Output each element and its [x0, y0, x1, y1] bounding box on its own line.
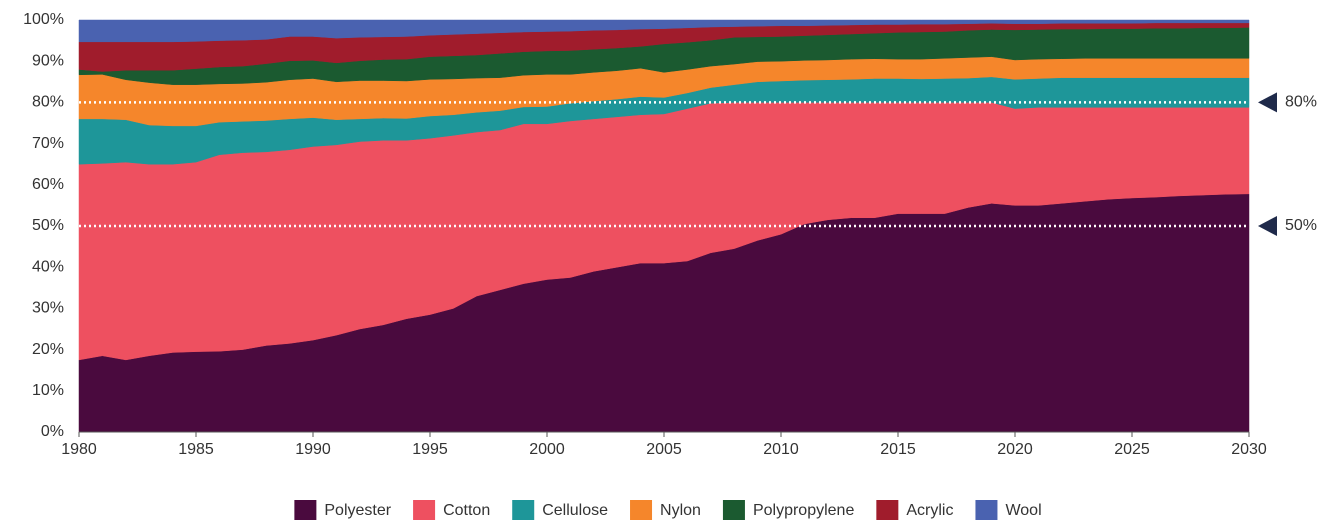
reference-marker: [1258, 92, 1277, 113]
legend-label: Polyester: [324, 502, 391, 519]
legend-swatch: [294, 500, 317, 520]
legend-label: Wool: [1005, 502, 1041, 519]
x-tick-label: 2025: [1114, 441, 1150, 458]
y-tick-label: 20%: [32, 341, 64, 358]
legend-swatch: [975, 500, 998, 520]
y-tick-label: 100%: [23, 11, 64, 28]
legend-label: Acrylic: [906, 502, 953, 519]
legend-label: Polypropylene: [753, 502, 855, 519]
legend-swatch: [630, 500, 653, 520]
y-tick-label: 90%: [32, 52, 64, 69]
reference-marker: [1258, 216, 1277, 236]
y-tick-label: 0%: [41, 423, 64, 440]
y-tick-label: 40%: [32, 258, 64, 275]
y-tick-label: 70%: [32, 135, 64, 152]
x-tick-label: 1985: [178, 441, 214, 458]
legend-label: Nylon: [660, 502, 701, 519]
y-tick-label: 50%: [32, 217, 64, 234]
reference-label: 80%: [1285, 94, 1317, 111]
area: [78, 19, 1250, 43]
legend-swatch: [722, 500, 745, 520]
legend-swatch: [413, 500, 436, 520]
x-tick-label: 2015: [880, 441, 916, 458]
legend: Polyester Cotton Cellulose Nylon Polypropyle…: [294, 500, 1042, 520]
y-tick-label: 30%: [32, 300, 64, 317]
y-tick-label: 60%: [32, 176, 64, 193]
y-tick-label: 80%: [32, 94, 64, 111]
x-tick-label: 2020: [997, 441, 1033, 458]
reference-label: 50%: [1285, 217, 1317, 234]
legend-swatch: [876, 500, 899, 520]
x-tick-label: 1995: [412, 441, 448, 458]
x-tick-label: 2000: [529, 441, 565, 458]
legend-label: Cotton: [443, 502, 490, 519]
y-tick-label: 10%: [32, 382, 64, 399]
x-tick-label: 1980: [61, 441, 97, 458]
x-tick-label: 2010: [763, 441, 799, 458]
legend-swatch: [512, 500, 535, 520]
x-tick-label: 2005: [646, 441, 682, 458]
x-tick-label: 1990: [295, 441, 331, 458]
legend-label: Cellulose: [542, 502, 608, 519]
x-tick-label: 2030: [1231, 441, 1267, 458]
